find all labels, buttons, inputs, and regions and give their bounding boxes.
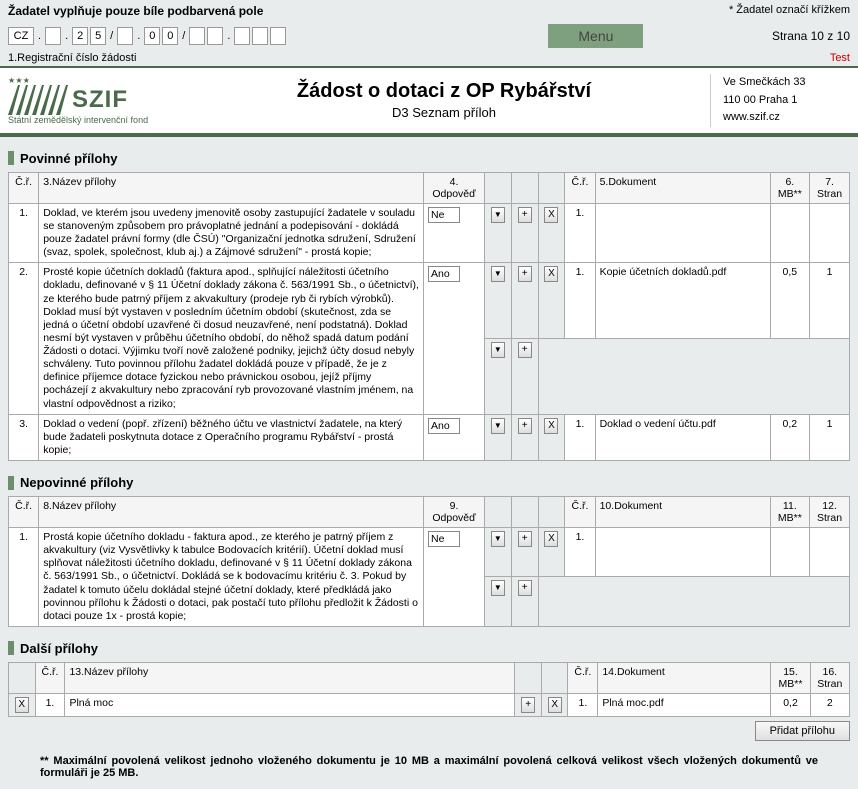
odpoved-cell: Ne (424, 528, 485, 627)
odpoved-cell: Ano (424, 263, 485, 414)
dropdown-icon[interactable]: ▼ (491, 266, 505, 282)
logo: ★ ★ ★ SZIF Státní zemědělský intervenční… (8, 76, 178, 125)
hdr-cr: Č.ř. (9, 172, 39, 203)
doc-num: 1. (565, 203, 595, 263)
doc-mb: 0,5 (770, 263, 810, 339)
doc-name (595, 203, 770, 263)
doc-stran: 1 (810, 263, 850, 339)
logo-text: SZIF (72, 86, 128, 114)
odpoved-cell: Ne (424, 203, 485, 263)
hdr-dokument: 5.Dokument (595, 172, 770, 203)
doc-mb: 0,2 (771, 693, 810, 716)
reg-label: 1.Registrační číslo žádosti (8, 52, 136, 64)
page-subtitle: D3 Seznam příloh (178, 105, 710, 120)
reg-box[interactable] (189, 27, 205, 45)
doc-num: 1. (565, 528, 595, 577)
section-title-dalsi: Další přílohy (20, 641, 98, 656)
row-desc: Doklad, ve kterém jsou uvedeny jmenovitě… (39, 203, 424, 263)
reg-box[interactable] (207, 27, 223, 45)
reg-box-cz: CZ (8, 27, 34, 45)
delete-button[interactable]: X (544, 418, 558, 434)
doc-stran (810, 528, 850, 577)
reg-box: 0 (144, 27, 160, 45)
add-button[interactable]: + (518, 580, 532, 596)
doc-num: 1. (568, 693, 598, 716)
reg-box: 5 (90, 27, 106, 45)
doc-num: 1. (565, 263, 595, 339)
reg-box: 0 (162, 27, 178, 45)
doc-name (595, 528, 770, 577)
delete-button[interactable]: X (544, 266, 558, 282)
doc-num: 1. (565, 414, 595, 460)
add-button[interactable]: + (518, 418, 532, 434)
test-label: Test (830, 52, 850, 64)
page-info: Strana 10 z 10 (772, 29, 850, 43)
doc-stran (810, 203, 850, 263)
reg-box[interactable] (270, 27, 286, 45)
row-desc: Doklad o vedení (popř. zřízení) běžného … (39, 414, 424, 460)
dropdown-icon[interactable]: ▼ (491, 580, 505, 596)
hdr-nazev: 3.Název přílohy (39, 172, 424, 203)
dropdown-icon[interactable]: ▼ (491, 342, 505, 358)
doc-stran: 1 (810, 414, 850, 460)
doc-mb (770, 203, 810, 263)
mark-note: * Žadatel označí křížkem (729, 4, 850, 16)
delete-button[interactable]: X (548, 697, 562, 713)
doc-name: Doklad o vedení účtu.pdf (595, 414, 770, 460)
doc-name: Kopie účetních dokladů.pdf (595, 263, 770, 339)
fill-note: Žadatel vyplňuje pouze bíle podbarvená p… (8, 4, 263, 18)
reg-box: 2 (72, 27, 88, 45)
doc-mb (770, 528, 810, 577)
delete-button[interactable]: X (544, 207, 558, 223)
add-attachment-button[interactable]: Přidat přílohu (755, 721, 850, 741)
row-desc: Prosté kopie účetních dokladů (faktura a… (39, 263, 424, 414)
delete-button[interactable]: X (15, 697, 29, 713)
doc-stran: 2 (810, 693, 849, 716)
footnote: ** Maximální povolená velikost jednoho v… (0, 745, 858, 789)
section-title-nepovinne: Nepovinné přílohy (20, 475, 133, 490)
add-button[interactable]: + (518, 207, 532, 223)
reg-box[interactable] (234, 27, 250, 45)
odpoved-cell: Ano (424, 414, 485, 460)
logo-subtitle: Státní zemědělský intervenční fond (8, 115, 178, 125)
hdr-stran: 7. Stran (810, 172, 850, 203)
dropdown-icon[interactable]: ▼ (491, 531, 505, 547)
add-button[interactable]: + (521, 697, 535, 713)
row-num: 1. (35, 693, 65, 716)
hdr-mb: 6. MB** (770, 172, 810, 203)
row-num: 1. (9, 528, 39, 627)
row-desc: Prostá kopie účetního dokladu - faktura … (39, 528, 424, 627)
add-button[interactable]: + (518, 266, 532, 282)
row-num: 1. (9, 203, 39, 263)
add-button[interactable]: + (518, 531, 532, 547)
reg-box[interactable] (45, 27, 61, 45)
section-title-povinne: Povinné přílohy (20, 151, 118, 166)
row-num: 2. (9, 263, 39, 414)
doc-name: Plná moc.pdf (598, 693, 771, 716)
page-title: Žádost o dotaci z OP Rybářství (178, 80, 710, 103)
add-button[interactable]: + (518, 342, 532, 358)
hdr-odpoved: 4. Odpověď (424, 172, 485, 203)
row-desc[interactable]: Plná moc (65, 693, 515, 716)
hdr-cr: Č.ř. (565, 172, 595, 203)
reg-box[interactable] (252, 27, 268, 45)
dropdown-icon[interactable]: ▼ (491, 418, 505, 434)
menu-button[interactable]: Menu (548, 24, 643, 48)
address-block: Ve Smečkách 33 110 00 Praha 1 www.szif.c… (710, 74, 850, 127)
reg-box[interactable] (117, 27, 133, 45)
doc-mb: 0,2 (770, 414, 810, 460)
delete-button[interactable]: X (544, 531, 558, 547)
dropdown-icon[interactable]: ▼ (491, 207, 505, 223)
row-num: 3. (9, 414, 39, 460)
